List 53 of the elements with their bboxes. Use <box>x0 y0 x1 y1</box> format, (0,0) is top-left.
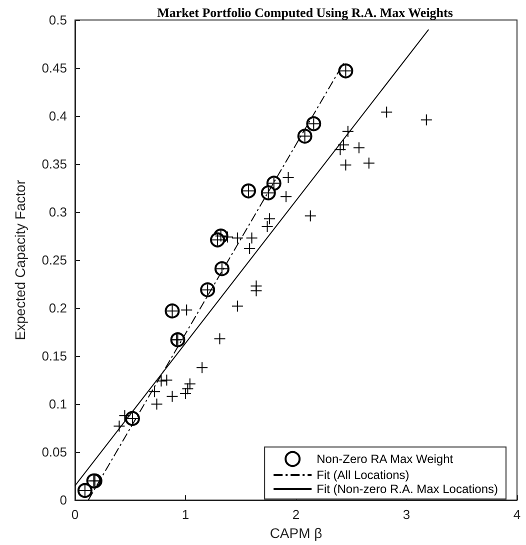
legend-label: Fit (Non-zero R.A. Max Locations) <box>316 482 498 496</box>
point <box>231 300 244 312</box>
y-tick-label: 0.35 <box>42 156 67 172</box>
point <box>420 114 432 126</box>
y-tick-label: 0.1 <box>48 396 67 412</box>
x-tick-label: 0 <box>71 507 79 522</box>
x-tick-label: 3 <box>402 507 410 522</box>
y-tick-label: 0.3 <box>48 204 67 220</box>
point <box>148 386 161 398</box>
point <box>113 420 126 432</box>
y-tick-label: 0.45 <box>42 60 67 76</box>
legend-label: Fit (All Locations) <box>316 468 410 482</box>
point <box>160 374 173 386</box>
point <box>250 284 262 297</box>
point <box>231 232 244 244</box>
point <box>180 388 192 400</box>
point <box>166 390 178 402</box>
point <box>150 398 163 410</box>
point <box>304 210 316 222</box>
legend-label: Non-Zero RA Max Weight <box>316 452 454 466</box>
point <box>214 332 226 345</box>
point <box>184 378 196 390</box>
point <box>244 242 256 255</box>
point <box>196 362 208 374</box>
y-tick-label: 0.05 <box>42 444 67 460</box>
point <box>155 375 168 388</box>
y-tick-label: 0.15 <box>42 348 67 364</box>
chart-title: Market Portfolio Computed Using R.A. Max Weights <box>157 5 453 20</box>
point <box>352 142 365 154</box>
y-tick-label: 0.2 <box>48 300 67 316</box>
y-tick-label: 0 <box>60 492 67 508</box>
point <box>280 190 292 203</box>
point <box>342 125 354 138</box>
point <box>263 212 276 225</box>
x-tick-label: 4 <box>513 507 521 522</box>
y-tick-label: 0.5 <box>48 12 67 28</box>
y-tick-label: 0.4 <box>48 108 67 124</box>
point <box>180 304 193 316</box>
x-tick-label: 2 <box>292 507 300 522</box>
x-tick-label: 1 <box>182 507 190 522</box>
point <box>362 157 375 170</box>
y-tick-label: 0.25 <box>42 252 67 268</box>
point <box>338 138 350 151</box>
point <box>380 106 393 118</box>
point <box>282 171 294 184</box>
point <box>340 158 352 171</box>
point <box>334 144 346 156</box>
point <box>261 220 274 232</box>
point <box>118 410 131 422</box>
x-axis-title: CAPM β <box>270 525 322 541</box>
point <box>246 232 258 244</box>
point <box>182 382 194 395</box>
y-axis-title: Expected Capacity Factor <box>12 180 28 340</box>
